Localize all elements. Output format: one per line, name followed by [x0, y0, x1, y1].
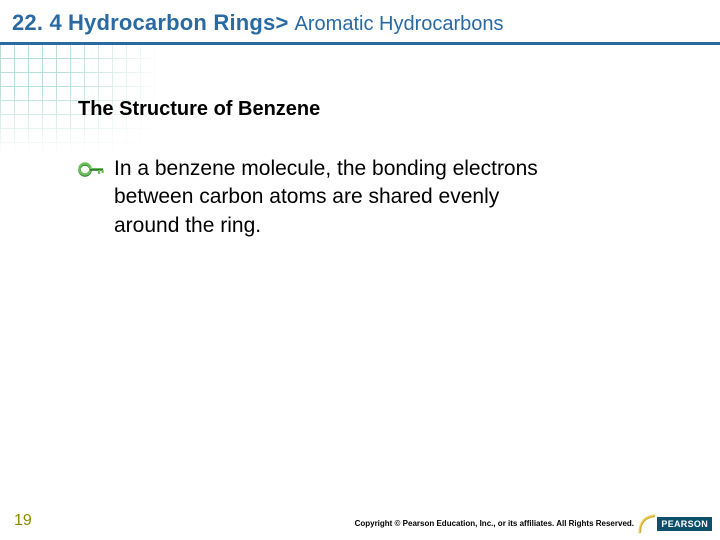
slide: 22. 4 Hydrocarbon Rings > Aromatic Hydro… — [0, 0, 720, 540]
subtitle: The Structure of Benzene — [78, 98, 320, 121]
pearson-logo: PEARSON — [638, 514, 712, 534]
logo-curve-icon — [638, 514, 656, 534]
section-title: Hydrocarbon Rings — [68, 10, 276, 36]
header-topic: Aromatic Hydrocarbons — [295, 13, 504, 36]
copyright-text: Copyright © Pearson Education, Inc., or … — [355, 519, 634, 528]
section-number: 22. 4 — [12, 10, 62, 36]
page-number: 19 — [14, 512, 32, 530]
header: 22. 4 Hydrocarbon Rings > Aromatic Hydro… — [12, 10, 708, 44]
logo-text: PEARSON — [657, 517, 712, 531]
body-text: In a benzene molecule, the bonding elect… — [114, 155, 554, 240]
chevron-icon: > — [275, 10, 288, 36]
key-icon — [78, 160, 106, 178]
